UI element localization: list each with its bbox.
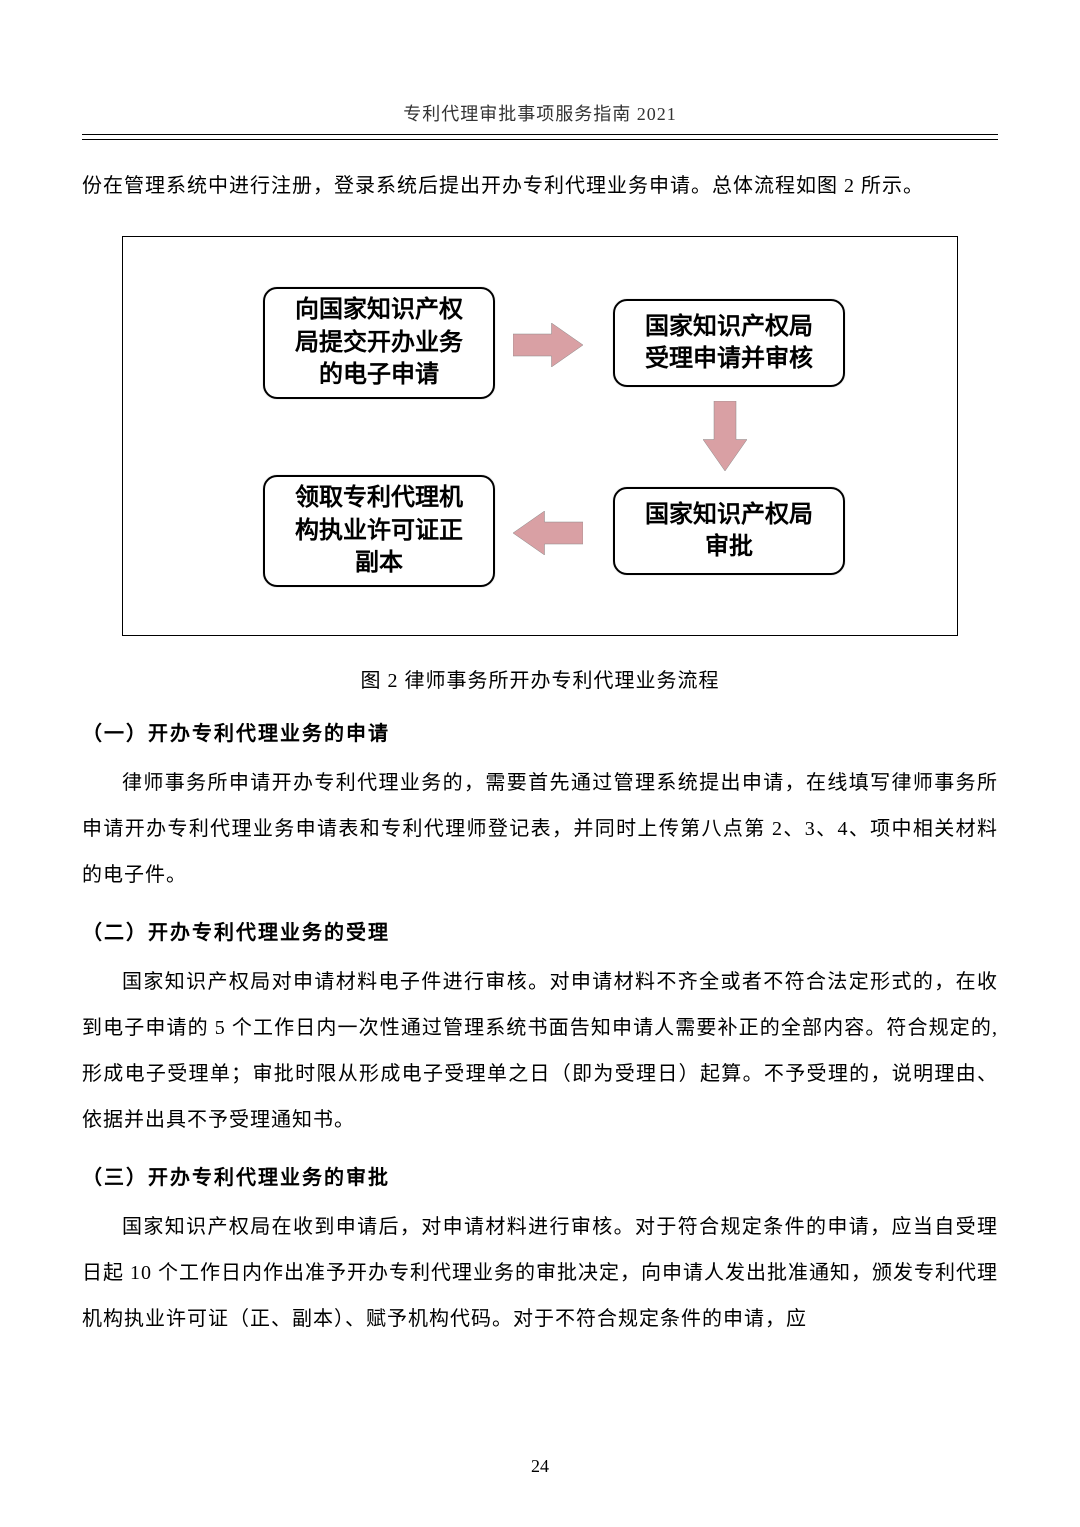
- flow-node-box1: 向国家知识产权 局提交开办业务 的电子申请: [263, 287, 495, 399]
- header-rule-1: [82, 134, 998, 135]
- section-title-2: （二）开办专利代理业务的受理: [82, 916, 998, 945]
- flow-arrow-left: [513, 511, 583, 555]
- flow-node-box2: 国家知识产权局 受理申请并审核: [613, 299, 845, 387]
- flow-node-box4: 国家知识产权局 审批: [613, 487, 845, 575]
- section-title-1: （一）开办专利代理业务的申请: [82, 717, 998, 746]
- sections-container: （一）开办专利代理业务的申请律师事务所申请开办专利代理业务的，需要首先通过管理系…: [82, 717, 998, 1342]
- section-body-1: 律师事务所申请开办专利代理业务的，需要首先通过管理系统提出申请，在线填写律师事务…: [82, 760, 998, 898]
- page-number: 24: [0, 1456, 1080, 1477]
- document-page: 专利代理审批事项服务指南 2021 份在管理系统中进行注册，登录系统后提出开办专…: [0, 0, 1080, 1402]
- flow-node-box3: 领取专利代理机 构执业许可证正 副本: [263, 475, 495, 587]
- section-title-3: （三）开办专利代理业务的审批: [82, 1161, 998, 1190]
- flow-arrow-right: [513, 323, 583, 367]
- page-header: 专利代理审批事项服务指南 2021: [82, 100, 998, 134]
- header-rule-2: [82, 139, 998, 140]
- figure-caption: 图 2 律师事务所开办专利代理业务流程: [82, 664, 998, 693]
- intro-paragraph: 份在管理系统中进行注册，登录系统后提出开办专利代理业务申请。总体流程如图 2 所…: [82, 164, 998, 208]
- section-body-2: 国家知识产权局对申请材料电子件进行审核。对申请材料不齐全或者不符合法定形式的，在…: [82, 959, 998, 1143]
- flow-arrow-down: [703, 401, 747, 471]
- flowchart: 向国家知识产权 局提交开办业务 的电子申请 国家知识产权局 受理申请并审核领取专利…: [122, 236, 958, 636]
- section-body-3: 国家知识产权局在收到申请后，对申请材料进行审核。对于符合规定条件的申请，应当自受…: [82, 1204, 998, 1342]
